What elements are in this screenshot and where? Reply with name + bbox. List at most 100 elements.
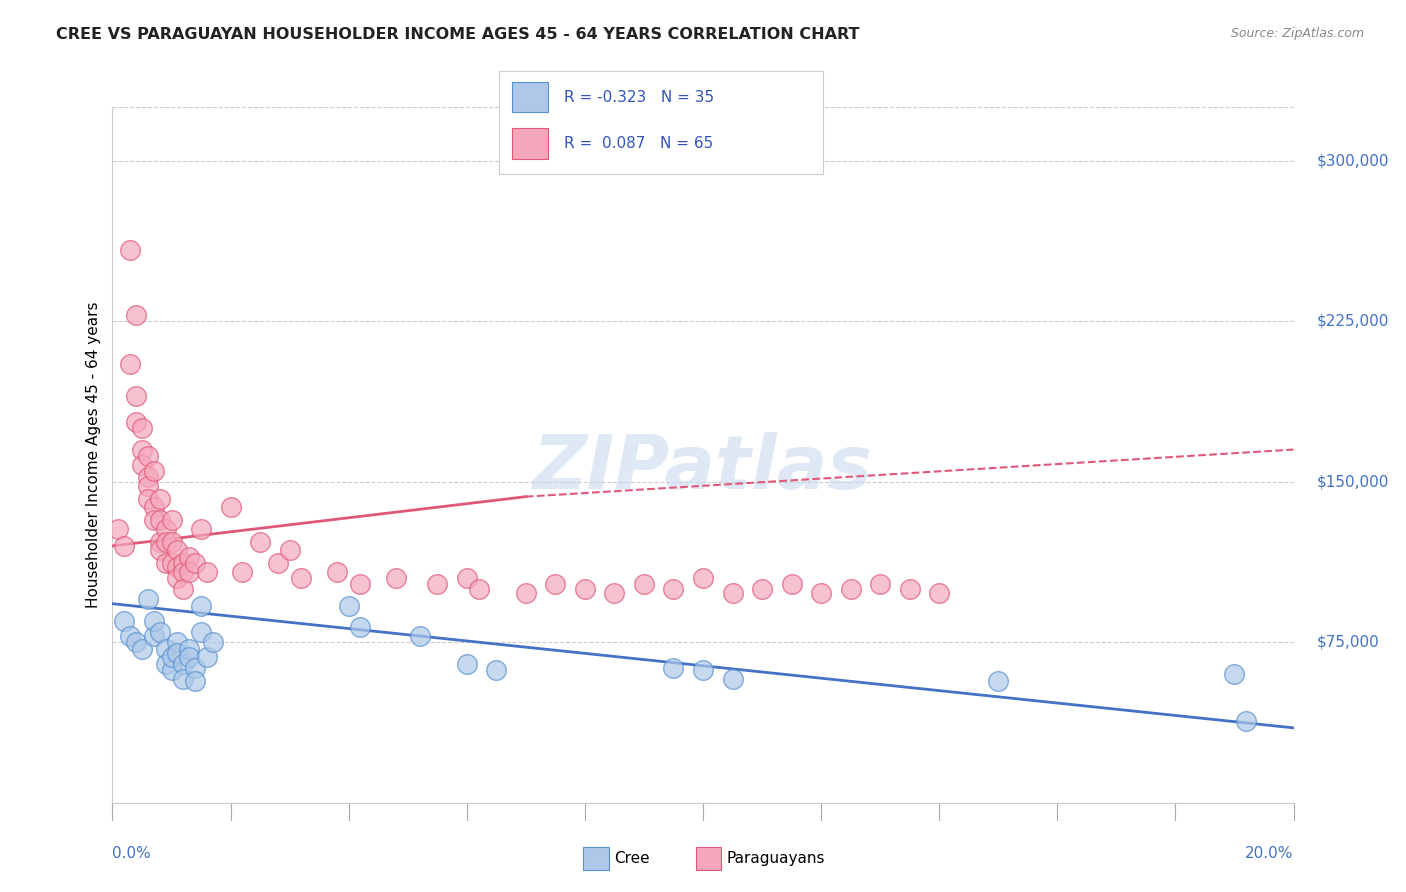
Point (149, 491, 172, 506)
Point (190, 599, 212, 613)
Text: Source: ZipAtlas.com: Source: ZipAtlas.com (1230, 27, 1364, 40)
Point (349, 620, 371, 634)
Bar (512, 81, 547, 112)
Point (485, 663, 508, 677)
Point (574, 582, 596, 596)
Point (201, 635, 224, 649)
Text: Cree: Cree (614, 852, 650, 866)
Point (179, 641, 201, 656)
Point (385, 571, 408, 585)
Point (120, 244, 142, 258)
Point (219, 500, 242, 515)
Point (928, 586, 950, 600)
Point (131, 641, 153, 656)
Point (326, 565, 349, 579)
Point (349, 577, 371, 591)
Point (166, 543, 188, 558)
Point (142, 513, 165, 527)
Point (987, 673, 1010, 688)
Point (172, 582, 194, 596)
Point (184, 661, 207, 675)
Point (179, 549, 201, 564)
Point (172, 657, 194, 671)
Point (426, 577, 449, 591)
Text: $150,000: $150,000 (1317, 475, 1389, 489)
Point (125, 389, 148, 403)
Point (267, 556, 290, 570)
Point (136, 470, 159, 484)
Point (155, 556, 177, 570)
Point (155, 522, 177, 536)
Point (692, 571, 714, 585)
Point (172, 672, 194, 686)
Point (136, 449, 159, 463)
Point (662, 582, 685, 596)
Point (1223, 667, 1246, 681)
Point (136, 592, 159, 607)
Point (160, 556, 183, 570)
Point (290, 571, 312, 585)
Text: 20.0%: 20.0% (1246, 846, 1294, 861)
Point (179, 650, 201, 665)
Text: CREE VS PARAGUAYAN HOUSEHOLDER INCOME AGES 45 - 64 YEARS CORRELATION CHART: CREE VS PARAGUAYAN HOUSEHOLDER INCOME AG… (56, 27, 859, 42)
Point (166, 560, 188, 574)
Text: ZIPatlas: ZIPatlas (533, 433, 873, 506)
Point (155, 641, 177, 656)
Point (166, 635, 188, 649)
Point (160, 513, 183, 527)
Text: $300,000: $300,000 (1317, 153, 1389, 168)
Point (898, 582, 921, 596)
Point (603, 586, 626, 600)
Point (166, 571, 188, 585)
Point (155, 657, 177, 671)
Point (142, 464, 165, 478)
Point (131, 458, 153, 472)
Point (125, 308, 148, 322)
Point (190, 624, 212, 639)
Point (195, 565, 218, 579)
Point (172, 565, 194, 579)
Point (195, 650, 218, 665)
Point (149, 543, 172, 558)
Point (142, 500, 165, 515)
Point (131, 421, 153, 435)
Point (810, 586, 832, 600)
Text: R =  0.087   N = 65: R = 0.087 N = 65 (564, 136, 713, 151)
Text: Paraguayans: Paraguayans (727, 852, 825, 866)
Point (408, 629, 430, 643)
Text: $225,000: $225,000 (1317, 314, 1389, 328)
Point (456, 657, 478, 671)
Point (231, 565, 253, 579)
Point (633, 577, 655, 591)
Y-axis label: Householder Income Ages 45 - 64 years: Householder Income Ages 45 - 64 years (86, 301, 101, 608)
Text: $75,000: $75,000 (1317, 635, 1379, 649)
Point (166, 646, 188, 660)
Point (692, 663, 714, 677)
Text: R = -0.323   N = 35: R = -0.323 N = 35 (564, 89, 714, 104)
Point (136, 479, 159, 493)
Point (337, 599, 360, 613)
Point (721, 586, 744, 600)
Point (172, 556, 194, 570)
Point (184, 556, 207, 570)
Point (278, 543, 301, 558)
Point (544, 577, 567, 591)
Text: 0.0%: 0.0% (112, 846, 152, 861)
Point (142, 614, 165, 628)
Point (190, 522, 212, 536)
Point (120, 357, 142, 371)
Point (136, 491, 159, 506)
Bar (512, 128, 547, 159)
Point (142, 629, 165, 643)
Point (456, 571, 478, 585)
Point (112, 614, 135, 628)
Point (839, 582, 862, 596)
Point (160, 534, 183, 549)
Point (179, 565, 201, 579)
Point (149, 534, 172, 549)
Point (467, 582, 489, 596)
Point (125, 635, 148, 649)
Point (1234, 714, 1257, 729)
Point (780, 577, 803, 591)
Point (869, 577, 891, 591)
